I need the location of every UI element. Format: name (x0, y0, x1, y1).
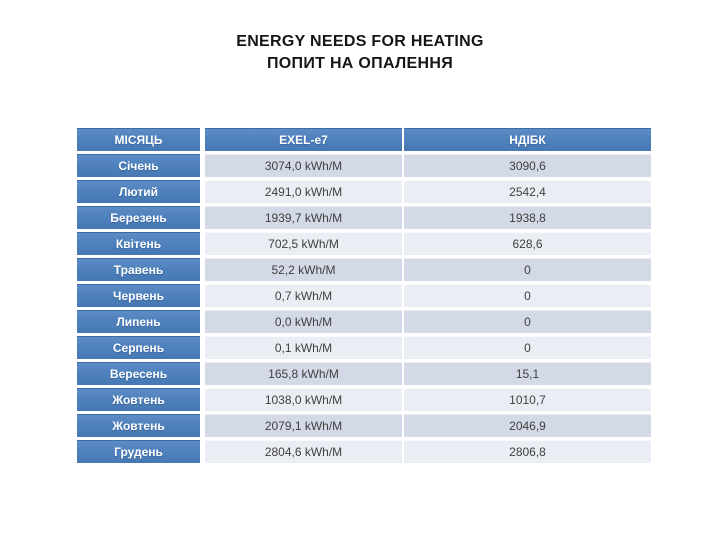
month-cell: Жовтень (77, 388, 200, 411)
ndibk-value-cell: 1938,8 (404, 206, 651, 229)
table-row: Грудень 2804,6 kWh/M 2806,8 (77, 440, 651, 463)
exel-value-cell: 0,1 kWh/M (205, 336, 402, 359)
ndibk-value-cell: 2806,8 (404, 440, 651, 463)
ndibk-value-cell: 2542,4 (404, 180, 651, 203)
exel-value-cell: 702,5 kWh/M (205, 232, 402, 255)
slide-title-uk: ПОПИТ НА ОПАЛЕННЯ (266, 55, 454, 72)
column-header-month: МІСЯЦЬ (77, 128, 200, 151)
exel-value-cell: 2079,1 kWh/M (205, 414, 402, 437)
ndibk-value-cell: 628,6 (404, 232, 651, 255)
table-row: Жовтень 1038,0 kWh/M 1010,7 (77, 388, 651, 411)
month-cell: Квітень (77, 232, 200, 255)
exel-value-cell: 2491,0 kWh/M (205, 180, 402, 203)
table-body: Січень 3074,0 kWh/M 3090,6 Лютий 2491,0 kWh/… (77, 154, 651, 463)
table-header-row: МІСЯЦЬ EXEL-e7 НДІБК (77, 128, 651, 151)
month-cell: Січень (77, 154, 200, 177)
ndibk-value-cell: 3090,6 (404, 154, 651, 177)
month-cell: Березень (77, 206, 200, 229)
month-cell: Грудень (77, 440, 200, 463)
ndibk-value-cell: 2046,9 (404, 414, 651, 437)
ndibk-value-cell: 0 (404, 258, 651, 281)
exel-value-cell: 3074,0 kWh/M (205, 154, 402, 177)
slide-title-en: ENERGY NEEDS FOR HEATING (236, 33, 484, 50)
month-cell: Червень (77, 284, 200, 307)
table-row: Жовтень 2079,1 kWh/M 2046,9 (77, 414, 651, 437)
page-title: ENERGY NEEDS FOR HEATING ПОПИТ НА ОПАЛЕН… (0, 31, 720, 75)
ndibk-value-cell: 15,1 (404, 362, 651, 385)
exel-value-cell: 52,2 kWh/M (205, 258, 402, 281)
month-cell: Липень (77, 310, 200, 333)
month-cell: Серпень (77, 336, 200, 359)
ndibk-value-cell: 0 (404, 284, 651, 307)
table-row: Квітень 702,5 kWh/M 628,6 (77, 232, 651, 255)
exel-value-cell: 0,0 kWh/M (205, 310, 402, 333)
exel-value-cell: 1939,7 kWh/M (205, 206, 402, 229)
ndibk-value-cell: 0 (404, 310, 651, 333)
table-row: Липень 0,0 kWh/M 0 (77, 310, 651, 333)
table-row: Серпень 0,1 kWh/M 0 (77, 336, 651, 359)
month-cell: Лютий (77, 180, 200, 203)
exel-value-cell: 0,7 kWh/M (205, 284, 402, 307)
exel-value-cell: 165,8 kWh/M (205, 362, 402, 385)
table-row: Червень 0,7 kWh/M 0 (77, 284, 651, 307)
month-cell: Жовтень (77, 414, 200, 437)
column-header-ndibk: НДІБК (404, 128, 651, 151)
exel-value-cell: 2804,6 kWh/M (205, 440, 402, 463)
table-row: Березень 1939,7 kWh/M 1938,8 (77, 206, 651, 229)
table-row: Лютий 2491,0 kWh/M 2542,4 (77, 180, 651, 203)
exel-value-cell: 1038,0 kWh/M (205, 388, 402, 411)
ndibk-value-cell: 1010,7 (404, 388, 651, 411)
ndibk-value-cell: 0 (404, 336, 651, 359)
table-row: Травень 52,2 kWh/M 0 (77, 258, 651, 281)
table-row: Вересень 165,8 kWh/M 15,1 (77, 362, 651, 385)
month-cell: Вересень (77, 362, 200, 385)
month-cell: Травень (77, 258, 200, 281)
table-row: Січень 3074,0 kWh/M 3090,6 (77, 154, 651, 177)
column-header-exel-e7: EXEL-e7 (205, 128, 402, 151)
heating-demand-table: МІСЯЦЬ EXEL-e7 НДІБК Січень 3074,0 kWh/M 3… (77, 128, 651, 466)
